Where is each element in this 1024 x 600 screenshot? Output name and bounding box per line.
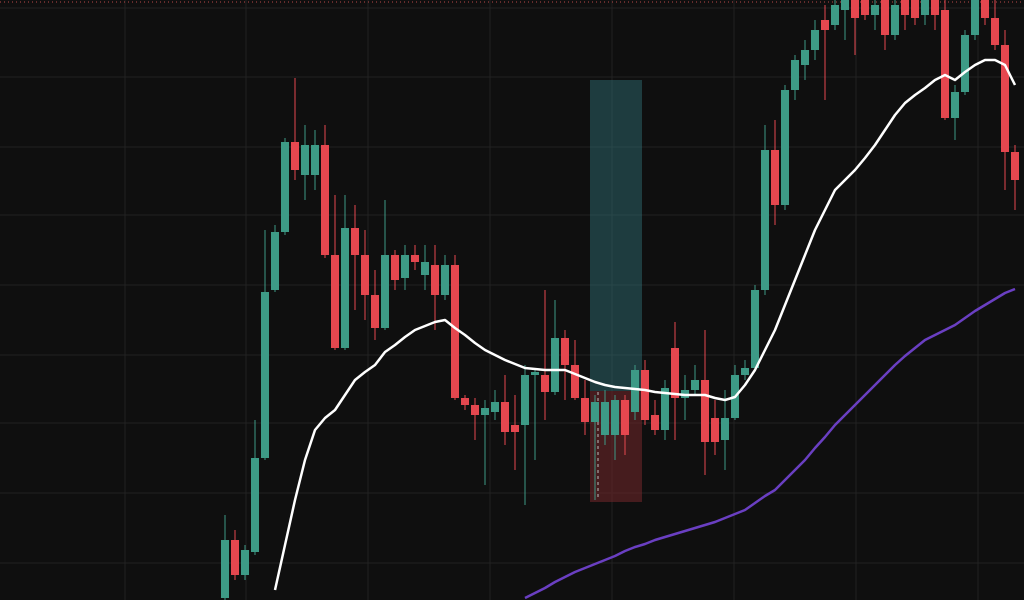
candle-body [421, 262, 429, 275]
candles [221, 0, 1019, 600]
candle-body [811, 30, 819, 50]
candle-body [281, 142, 289, 232]
candle-body [721, 418, 729, 440]
candle-body [351, 228, 359, 255]
candle-body [381, 255, 389, 328]
candle-body [981, 0, 989, 18]
candle-body [251, 458, 259, 552]
candle-body [441, 265, 449, 295]
candle-body [561, 338, 569, 365]
candle-body [851, 0, 859, 18]
candle-body [741, 368, 749, 375]
candle-body [551, 338, 559, 392]
candle-body [371, 295, 379, 328]
candle-body [571, 365, 579, 398]
candle-body [831, 5, 839, 25]
candle-body [461, 398, 469, 405]
candle-body [941, 10, 949, 118]
candle-body [931, 0, 939, 15]
candle-body [471, 405, 479, 415]
candle-body [391, 255, 399, 280]
candle-body [711, 418, 719, 442]
candle-body [341, 228, 349, 348]
candle-body [881, 0, 889, 35]
candle-body [271, 232, 279, 290]
candle-body [331, 255, 339, 348]
candle-body [261, 292, 269, 458]
candle-body [821, 20, 829, 30]
candle-body [601, 402, 609, 435]
candle-body [791, 60, 799, 90]
candle-body [221, 540, 229, 598]
candle-body [801, 50, 809, 65]
candle-body [311, 145, 319, 175]
candle-body [771, 150, 779, 205]
candle-body [631, 370, 639, 412]
candle-body [841, 0, 849, 10]
candle-body [911, 0, 919, 18]
candle-body [751, 290, 759, 368]
candle-body [971, 0, 979, 35]
candle-body [891, 5, 899, 35]
candle-body [501, 402, 509, 432]
candle-body [411, 255, 419, 262]
candle-body [701, 380, 709, 442]
candle-body [781, 90, 789, 205]
candle-body [951, 92, 959, 118]
candle-body [591, 402, 599, 422]
candle-body [481, 408, 489, 415]
candle-body [451, 265, 459, 398]
candle-body [671, 348, 679, 398]
candle-body [1011, 152, 1019, 180]
candle-body [961, 35, 969, 92]
candle-body [541, 375, 549, 392]
candle-body [1001, 45, 1009, 152]
candle-body [491, 402, 499, 412]
candle-body [301, 145, 309, 175]
candle-body [901, 0, 909, 15]
candle-body [321, 145, 329, 255]
candle-body [241, 550, 249, 575]
candle-body [401, 255, 409, 278]
candle-body [291, 142, 299, 170]
moving-average-line [524, 287, 1016, 600]
candle-body [691, 380, 699, 390]
candle-body [581, 398, 589, 422]
candle-body [521, 375, 529, 425]
candle-body [531, 372, 539, 375]
candle-body [361, 255, 369, 295]
candle-body [611, 400, 619, 435]
candle-body [861, 0, 869, 15]
candle-body [231, 540, 239, 575]
candle-body [511, 425, 519, 432]
moving-average-line [273, 58, 1017, 591]
candle-body [991, 18, 999, 45]
candle-body [641, 370, 649, 420]
candle-body [431, 265, 439, 295]
candle-body [921, 0, 929, 15]
candle-body [621, 400, 629, 435]
target-zone [590, 80, 642, 391]
candle-body [761, 150, 769, 290]
candle-body [871, 5, 879, 15]
candle-body [651, 415, 659, 430]
candle-body [661, 388, 669, 430]
